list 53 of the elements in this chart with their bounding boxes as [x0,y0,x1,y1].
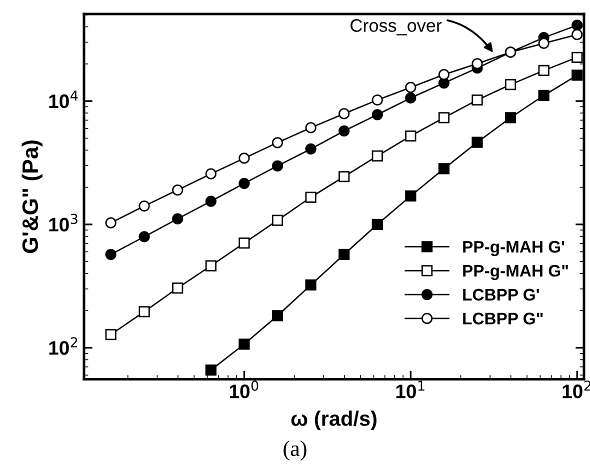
point [272,160,284,172]
point [472,58,483,70]
annotation: Cross_over [350,19,442,36]
y-tick-label: 10$^{4}$ [49,90,78,108]
legend-label: PP-g-MAH G' [463,240,564,256]
legend-label: LCBPP G" [463,312,543,324]
point [138,231,150,242]
point [205,168,216,180]
point [238,152,250,164]
point [338,125,350,137]
point [504,79,516,90]
x-axis-title: ω (rad/s) [291,410,376,430]
point [405,82,416,93]
y-axis-title: G'&G" (Pa) [22,140,42,254]
y-tick-label: 10$^{2}$ [49,337,78,355]
text: (a) [284,440,306,461]
point [438,69,450,80]
point [138,200,150,212]
point [272,214,284,226]
point [372,109,383,120]
point [472,94,483,106]
legend-label: LCBPP G' [463,288,539,301]
point [272,137,284,148]
point [338,171,350,182]
point [138,306,150,318]
point [238,178,250,189]
point [572,52,583,63]
point [572,20,583,31]
point [305,192,316,203]
x-tick-label: 10$^{1}$ [396,380,424,398]
point [572,29,583,40]
legend-label: PP-g-MAH G" [463,264,568,280]
point [238,238,250,249]
point [205,260,216,272]
point [372,94,383,106]
point [405,130,416,142]
point [172,213,184,224]
point [438,112,450,124]
point [205,196,216,207]
point [172,282,184,294]
point [338,108,350,120]
point [105,328,116,340]
point [105,248,116,260]
x-tick-label: 10$^{0}$ [230,380,258,398]
point [172,184,184,196]
point [105,217,116,228]
y-tick-label: 10$^{3}$ [49,214,78,232]
point [405,92,416,104]
point [538,64,550,76]
point [372,150,383,162]
point [305,143,316,155]
point [305,122,316,134]
point [538,38,550,49]
